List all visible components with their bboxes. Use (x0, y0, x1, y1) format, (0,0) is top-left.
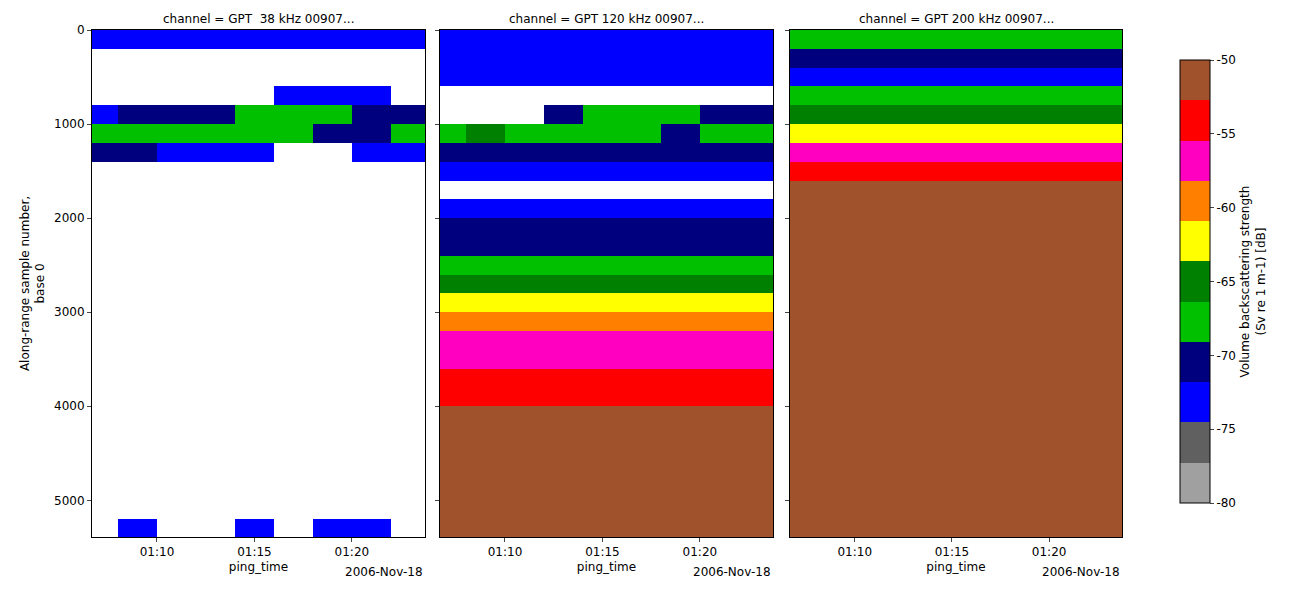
svg-text:-55: -55 (1216, 127, 1236, 141)
svg-text:1000: 1000 (54, 117, 85, 131)
svg-text:channel = GPT 38 kHz 00907...: channel = GPT 38 kHz 00907... (163, 12, 354, 26)
svg-text:2006-Nov-18: 2006-Nov-18 (693, 565, 771, 579)
svg-text:01:20: 01:20 (683, 545, 718, 559)
svg-text:3000: 3000 (54, 305, 85, 319)
svg-text:01:15: 01:15 (237, 545, 272, 559)
svg-text:ping_time: ping_time (577, 560, 636, 574)
svg-text:2006-Nov-18: 2006-Nov-18 (1042, 565, 1120, 579)
svg-text:4000: 4000 (54, 399, 85, 413)
svg-text:-50: -50 (1216, 53, 1236, 67)
svg-text:-75: -75 (1216, 422, 1236, 436)
svg-text:5000: 5000 (54, 494, 85, 508)
svg-text:2006-Nov-18: 2006-Nov-18 (345, 565, 423, 579)
svg-text:ping_time: ping_time (229, 560, 288, 574)
svg-text:channel = GPT 120 kHz 00907...: channel = GPT 120 kHz 00907... (509, 12, 704, 26)
svg-text:01:10: 01:10 (488, 545, 523, 559)
svg-text:ping_time: ping_time (926, 560, 985, 574)
svg-text:01:15: 01:15 (585, 545, 620, 559)
svg-text:01:10: 01:10 (837, 545, 872, 559)
svg-text:2000: 2000 (54, 211, 85, 225)
svg-text:Along-range sample number,base: Along-range sample number,base 0 (18, 196, 48, 371)
svg-text:01:10: 01:10 (140, 545, 175, 559)
svg-text:0: 0 (77, 23, 85, 37)
svg-text:-65: -65 (1216, 275, 1236, 289)
svg-text:-80: -80 (1216, 496, 1236, 510)
svg-text:01:20: 01:20 (1032, 545, 1067, 559)
svg-text:-60: -60 (1216, 201, 1236, 215)
svg-text:channel = GPT 200 kHz 00907...: channel = GPT 200 kHz 00907... (859, 12, 1054, 26)
svg-text:Volume backscattering strength: Volume backscattering strength(Sv re 1 m… (1238, 186, 1268, 378)
svg-text:01:20: 01:20 (335, 545, 370, 559)
svg-text:01:15: 01:15 (935, 545, 970, 559)
svg-text:-70: -70 (1216, 349, 1236, 363)
